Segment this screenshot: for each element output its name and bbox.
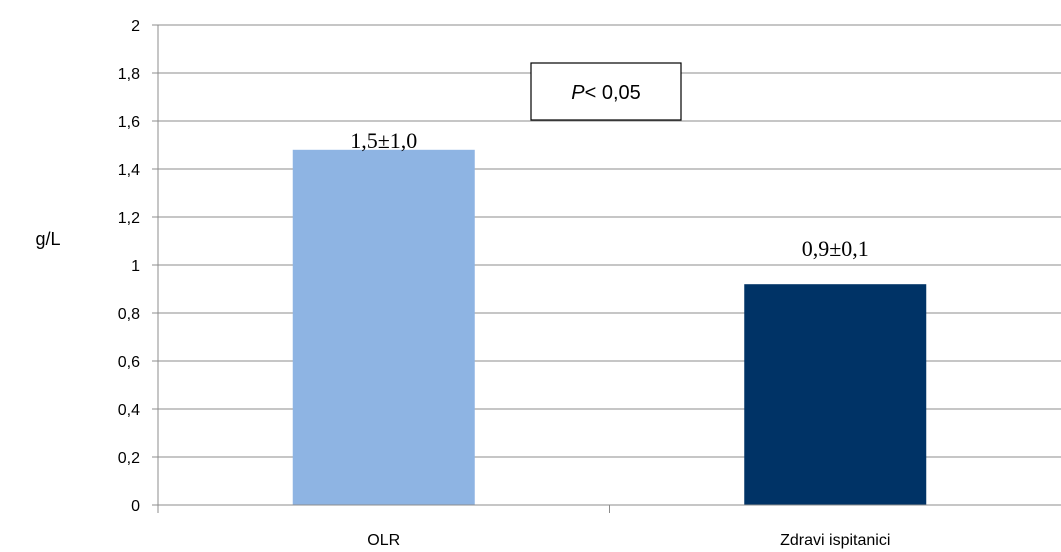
significance-annotation: P< 0,05: [530, 62, 682, 121]
annotation-text: P< 0,05: [571, 82, 641, 104]
y-tick-label: 0,2: [118, 450, 140, 467]
y-tick-labels: 0 0,2 0,4 0,6 0,8 1 1,2 1,4 1,6 1,8 2: [118, 18, 140, 515]
y-tick-label: 0,8: [118, 306, 140, 323]
y-tick-label: 1: [131, 258, 140, 275]
bar-zdravi-ispitanici: [744, 284, 927, 505]
annotation-box: [530, 62, 682, 121]
bars: [292, 149, 927, 506]
x-category-label: Zdravi ispitanici: [780, 532, 890, 549]
y-tick-label: 0,4: [118, 402, 140, 419]
x-category-labels: OLR Zdravi ispitanici: [367, 532, 890, 549]
y-tick-label: 1,4: [118, 162, 140, 179]
y-axis-label: g/L: [35, 229, 60, 249]
y-tick-label: 0,6: [118, 354, 140, 371]
axes: [157, 25, 1061, 513]
x-category-label: OLR: [367, 532, 400, 549]
y-tick-label: 1,8: [118, 66, 140, 83]
data-label: 1,5±1,0: [350, 128, 417, 153]
data-labels: 1,5±1,0 0,9±0,1: [350, 128, 869, 261]
data-label: 0,9±0,1: [802, 236, 869, 261]
bar-olr: [292, 149, 475, 506]
annotation-italic: P: [571, 82, 585, 104]
y-tick-label: 1,6: [118, 114, 140, 131]
y-tick-label: 0: [131, 498, 140, 515]
y-tick-label: 1,2: [118, 210, 140, 227]
annotation-rest: < 0,05: [585, 82, 641, 104]
y-tick-label: 2: [131, 18, 140, 35]
